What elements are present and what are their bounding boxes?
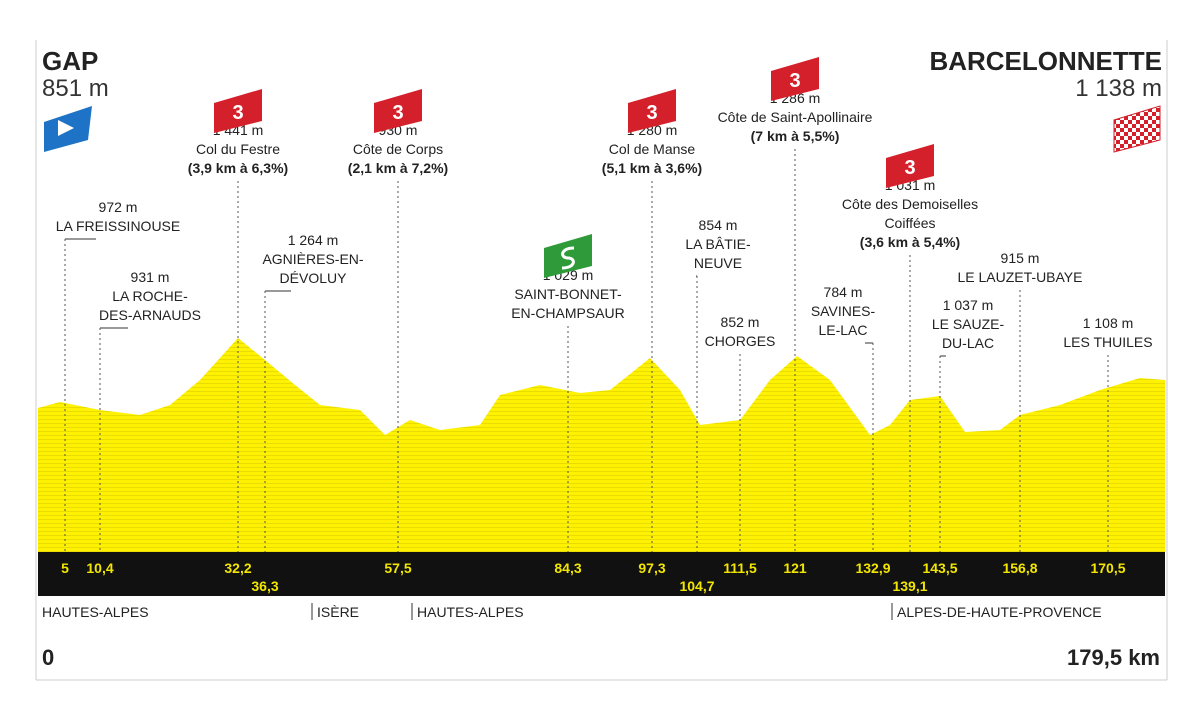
km-label: 170,5 — [1090, 560, 1125, 576]
km-label: 111,5 — [723, 560, 757, 576]
km-label: 57,5 — [384, 560, 411, 576]
region-name: ALPES-DE-HAUTE-PROVENCE — [897, 604, 1102, 620]
climb-flag — [214, 89, 262, 133]
start-name: GAP — [42, 46, 98, 76]
waypoint-name: EN-CHAMPSAUR — [511, 305, 625, 321]
km-label: 36,3 — [251, 578, 278, 594]
km-label: 104,7 — [679, 578, 714, 594]
region-name: HAUTES-ALPES — [42, 604, 149, 620]
climb-detail: (5,1 km à 3,6%) — [602, 160, 702, 176]
waypoint-name: LE LAUZET-UBAYE — [957, 269, 1082, 285]
region-name: ISÈRE — [317, 604, 359, 620]
sprint-icon — [561, 246, 575, 270]
waypoint-altitude: 1 108 m — [1083, 315, 1134, 331]
finish-altitude: 1 138 m — [1075, 75, 1162, 102]
waypoint-name: LA ROCHE- — [112, 288, 188, 304]
region-name: HAUTES-ALPES — [417, 604, 524, 620]
climb-detail: (3,9 km à 6,3%) — [188, 160, 288, 176]
start-icon — [58, 120, 74, 136]
km-label: 156,8 — [1002, 560, 1037, 576]
waypoint-name: Coiffées — [884, 215, 935, 231]
climb-category: 3 — [904, 157, 915, 179]
finish-km: 179,5 km — [1067, 645, 1160, 670]
climb-flag — [628, 89, 676, 133]
km-label: 32,2 — [224, 560, 251, 576]
climb-flag — [771, 57, 819, 101]
km-label: 121 — [783, 560, 807, 576]
km-strip — [38, 552, 1165, 596]
waypoint-name: Côte de Corps — [353, 141, 443, 157]
waypoint-altitude: 852 m — [721, 314, 760, 330]
waypoint-name: NEUVE — [694, 255, 742, 271]
waypoint-name: LE SAUZE- — [932, 316, 1005, 332]
waypoint-name: Côte de Saint-Apollinaire — [718, 109, 873, 125]
start-altitude: 851 m — [42, 75, 109, 102]
waypoint-altitude: 931 m — [131, 269, 170, 285]
climb-flag — [886, 144, 934, 188]
waypoint-name: SAVINES- — [811, 303, 876, 319]
waypoint-name: CHORGES — [705, 333, 776, 349]
climb-category: 3 — [392, 102, 403, 124]
waypoint-altitude: 972 m — [99, 199, 138, 215]
climb-detail: (7 km à 5,5%) — [751, 128, 840, 144]
waypoint-name: DÉVOLUY — [280, 270, 348, 286]
elevation-profile — [38, 338, 1165, 552]
km-label: 143,5 — [922, 560, 957, 576]
climb-category: 3 — [646, 102, 657, 124]
km-label: 132,9 — [855, 560, 890, 576]
km-label: 97,3 — [638, 560, 665, 576]
climb-flag — [374, 89, 422, 133]
waypoint-altitude: 784 m — [824, 284, 863, 300]
waypoint-name: AGNIÈRES-EN- — [262, 251, 363, 267]
waypoint-name: DU-LAC — [942, 335, 994, 351]
km-label: 5 — [61, 560, 69, 576]
waypoint-altitude: 854 m — [699, 217, 738, 233]
waypoint-name: Côte des Demoiselles — [842, 196, 978, 212]
km-label: 84,3 — [554, 560, 581, 576]
waypoint-name: Col du Festre — [196, 141, 280, 157]
waypoint-altitude: 1 264 m — [288, 232, 339, 248]
waypoint-altitude: 1 037 m — [943, 297, 994, 313]
waypoint-name: LE-LAC — [818, 322, 867, 338]
km-label: 10,4 — [86, 560, 113, 576]
climb-detail: (2,1 km à 7,2%) — [348, 160, 448, 176]
waypoint-name: LA BÂTIE- — [685, 236, 751, 252]
start-km: 0 — [42, 645, 54, 670]
waypoint-altitude: 915 m — [1001, 250, 1040, 266]
climb-detail: (3,6 km à 5,4%) — [860, 234, 960, 250]
waypoint-name: SAINT-BONNET- — [514, 286, 622, 302]
finish-name: BARCELONNETTE — [929, 46, 1162, 76]
waypoint-name: LA FREISSINOUSE — [56, 218, 180, 234]
km-label: 139,1 — [892, 578, 927, 594]
waypoint-name: Col de Manse — [609, 141, 696, 157]
finish-flag — [1113, 105, 1161, 153]
climb-category: 3 — [232, 102, 243, 124]
waypoint-name: DES-ARNAUDS — [99, 307, 201, 323]
waypoint-name: LES THUILES — [1063, 334, 1152, 350]
climb-category: 3 — [789, 70, 800, 92]
sprint-flag — [544, 234, 592, 278]
